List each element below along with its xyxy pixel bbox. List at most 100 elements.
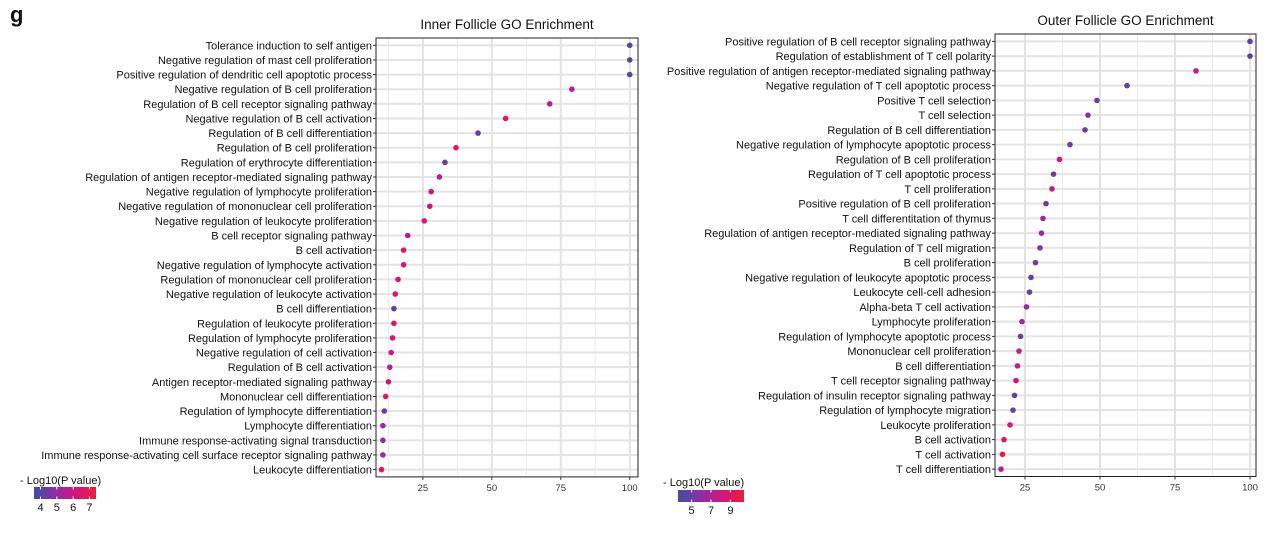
data-point	[400, 247, 407, 253]
data-point	[1043, 200, 1049, 207]
chart-title: Outer Follicle GO Enrichment	[1037, 13, 1214, 28]
category-label: T cell differentitation of thymus	[842, 213, 991, 225]
category-label: Regulation of lymphocyte migration	[819, 405, 991, 417]
category-label: Leukocyte differentiation	[253, 465, 372, 477]
category-label: Regulation of B cell activation	[228, 362, 372, 374]
category-label: Tolerance induction to self antigen	[206, 40, 372, 52]
data-point	[1038, 230, 1045, 236]
data-point	[1014, 363, 1021, 369]
data-point	[1193, 68, 1199, 74]
data-point	[1011, 392, 1018, 399]
data-point	[428, 188, 434, 195]
data-point	[1049, 186, 1055, 192]
data-point	[1013, 377, 1019, 384]
category-label: Leukocyte cell-cell adhesion	[853, 287, 991, 299]
category-label: Negative regulation of lymphocyte apopto…	[736, 140, 991, 152]
x-tick-label: 25	[1020, 483, 1031, 494]
outer-follicle-chart: Outer Follicle GO Enrichment Positive reg…	[663, 13, 1258, 517]
category-label: Negative regulation of mononuclear cell …	[118, 201, 372, 213]
data-point	[404, 232, 411, 239]
data-point	[1067, 141, 1073, 148]
category-label: Negative regulation of leukocyte prolife…	[155, 216, 372, 228]
data-point	[1056, 156, 1063, 163]
data-point	[1247, 53, 1253, 59]
category-label: Regulation of insulin receptor signaling…	[758, 390, 991, 402]
data-point	[400, 261, 407, 268]
category-label: Regulation of antigen receptor-mediated …	[85, 172, 372, 184]
category-label: B cell activation	[296, 245, 372, 257]
panel-label: g	[10, 2, 24, 27]
category-label: Immune response-activating cell surface …	[41, 450, 372, 462]
data-point	[442, 159, 448, 166]
x-tick-label: 75	[555, 483, 566, 494]
data-point	[1082, 127, 1088, 133]
category-label: B cell differentiation	[895, 361, 991, 373]
data-point	[1016, 348, 1022, 354]
category-label: Negative regulation of cell activation	[196, 348, 372, 360]
category-label: Negative regulation of B cell proliferat…	[174, 84, 372, 96]
data-point	[395, 276, 401, 283]
category-label: Positive regulation of B cell proliferat…	[798, 199, 991, 211]
legend-tick-label: 6	[70, 502, 76, 514]
category-label: Regulation of establishment of T cell po…	[776, 51, 992, 63]
category-label: Negative regulation of mast cell prolife…	[158, 55, 372, 67]
data-point	[426, 203, 433, 210]
plot-border	[375, 37, 639, 478]
data-point	[421, 218, 428, 224]
category-label: Regulation of B cell receptor signaling …	[143, 99, 372, 111]
inner-follicle-chart: Inner Follicle GO Enrichment Tolerance in…	[20, 17, 639, 514]
category-label: Regulation of erythrocyte differentiatio…	[181, 157, 372, 169]
category-label: Leukocyte proliferation	[880, 420, 991, 432]
data-point	[626, 71, 633, 78]
category-label: Negative regulation of T cell apoptotic …	[766, 81, 992, 93]
data-point	[1032, 259, 1039, 266]
x-tick-label: 25	[418, 483, 429, 494]
legend-tick-label: 4	[37, 502, 43, 514]
data-point	[999, 451, 1006, 458]
category-label: Regulation of T cell apoptotic process	[808, 169, 992, 181]
category-label: Mononuclear cell proliferation	[847, 346, 991, 358]
category-label: Regulation of leukocyte proliferation	[197, 318, 372, 330]
category-label: Regulation of B cell differentiation	[827, 125, 991, 137]
category-label: B cell proliferation	[904, 258, 991, 270]
data-point	[391, 305, 397, 312]
legend-colorbar	[34, 487, 96, 499]
category-label: Antigen receptor-mediated signaling path…	[152, 377, 373, 389]
x-tick-label: 75	[1170, 483, 1181, 494]
data-point	[626, 57, 633, 63]
category-label: Positive T cell selection	[877, 95, 991, 107]
category-label: T cell differentiation	[896, 464, 991, 476]
category-label: Negative regulation of leukocyte activat…	[166, 289, 372, 301]
data-point	[385, 379, 392, 385]
category-label: T cell receptor signaling pathway	[831, 376, 991, 388]
category-label: Negative regulation of lymphocyte activa…	[157, 260, 372, 272]
category-label: T cell selection	[918, 110, 991, 122]
x-tick-label: 50	[1095, 483, 1106, 494]
data-point	[389, 335, 396, 341]
data-point	[546, 101, 553, 107]
data-point	[626, 42, 633, 49]
data-point	[380, 452, 386, 458]
data-point	[1019, 318, 1025, 325]
data-point	[1007, 422, 1013, 428]
data-point	[1037, 245, 1043, 251]
category-label: Regulation of antigen receptor-mediated …	[704, 228, 991, 240]
category-label: B cell receptor signaling pathway	[211, 231, 372, 243]
data-point	[381, 408, 388, 414]
category-label: Alpha-beta T cell activation	[859, 302, 991, 314]
category-label: Regulation of lymphocyte apoptotic proce…	[778, 331, 991, 343]
category-label: B cell differentiation	[276, 304, 372, 316]
data-point	[388, 349, 394, 356]
category-label: Regulation of lymphocyte differentiation	[180, 406, 372, 418]
category-label: B cell activation	[915, 435, 991, 447]
legend-title: - Log10(P value)	[20, 475, 101, 487]
category-label: Regulation of lymphocyte proliferation	[188, 333, 372, 345]
data-point	[1017, 333, 1024, 340]
legend-tick-label: 5	[54, 502, 60, 514]
category-label: Regulation of B cell differentiation	[208, 128, 372, 140]
data-point	[1085, 112, 1091, 118]
legend-colorbar	[678, 490, 744, 502]
data-point	[1094, 97, 1100, 104]
data-point	[475, 130, 481, 136]
